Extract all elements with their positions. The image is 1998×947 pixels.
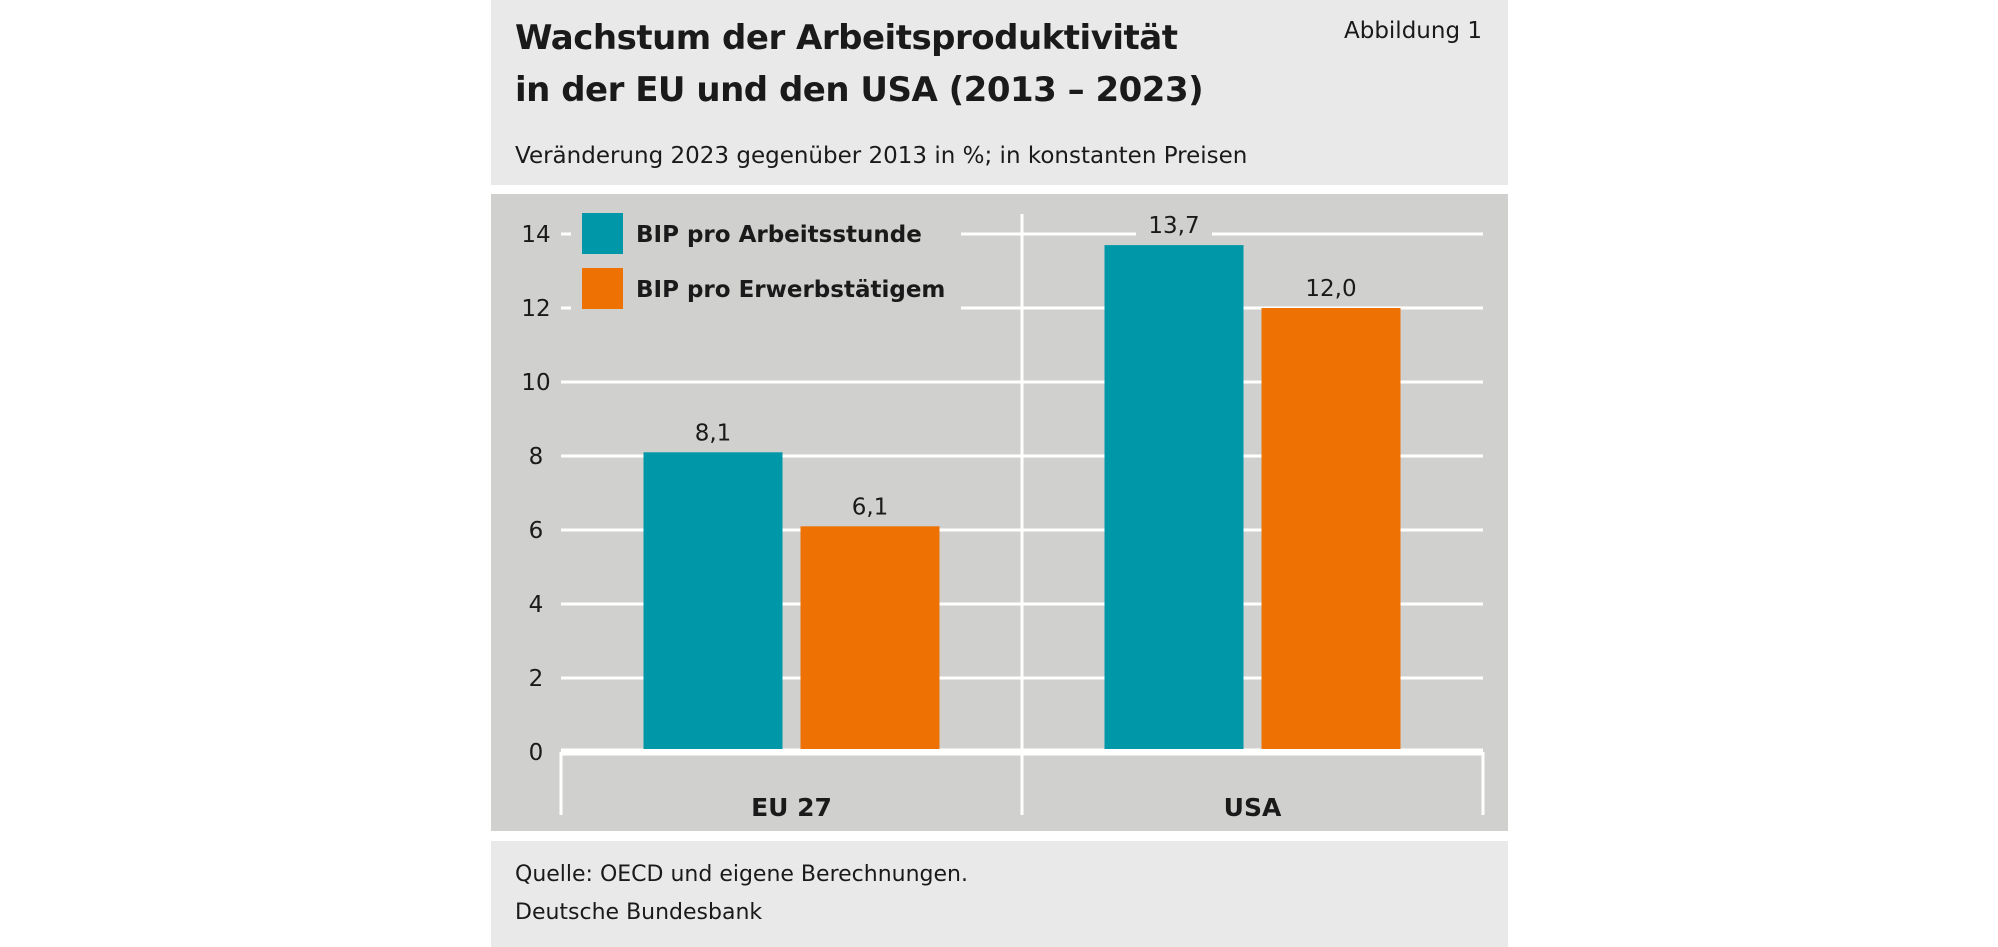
y-tick-label: 12 — [521, 296, 550, 322]
value-label: 6,1 — [852, 494, 889, 520]
chart-title-line-2: in der EU und den USA (2013 – 2023) — [515, 70, 1204, 110]
value-label: 12,0 — [1305, 276, 1356, 302]
y-tick-label: 0 — [529, 740, 544, 766]
chart-subtitle: Veränderung 2023 gegenüber 2013 in %; in… — [515, 143, 1248, 169]
bar-USA-1 — [1261, 308, 1401, 749]
category-label: EU 27 — [751, 793, 832, 822]
value-label-mask — [675, 418, 751, 449]
legend-swatch-0 — [582, 213, 623, 254]
bar-EU27-1 — [800, 526, 940, 749]
y-tick-label: 14 — [521, 222, 550, 248]
y-tick-label: 4 — [529, 592, 544, 618]
value-label-mask — [1136, 211, 1212, 242]
bar-USA-0 — [1104, 245, 1244, 749]
chart-footer: Quelle: OECD und eigene Berechnungen. De… — [491, 841, 1508, 947]
legend-label-0: BIP pro Arbeitsstunde — [636, 222, 922, 248]
chart-title-line-1: Wachstum der Arbeitsproduktivität — [515, 18, 1178, 58]
publisher-note: Deutsche Bundesbank — [515, 900, 763, 925]
legend-background — [571, 208, 961, 318]
value-label-mask — [1293, 274, 1369, 304]
chart-header: Wachstum der Arbeitsproduktivität in der… — [491, 0, 1508, 185]
bar-chart: 0 2 4 6 8 10 12 14 8,1 6,1 EU 27 13,7 12,0 USA BIP pro… — [521, 208, 1485, 822]
y-tick-label: 10 — [521, 370, 550, 396]
bar-EU27-0 — [643, 452, 783, 749]
value-label-mask — [832, 492, 908, 523]
figure-label: Abbildung 1 — [1343, 18, 1482, 44]
legend-label-1: BIP pro Erwerbstätigem — [636, 277, 945, 303]
category-label: USA — [1224, 793, 1282, 822]
y-tick-label: 8 — [529, 444, 544, 470]
source-note: Quelle: OECD und eigene Berechnungen. — [515, 862, 968, 887]
plot-area: 0 2 4 6 8 10 12 14 8,1 6,1 EU 27 13,7 12,0 USA BIP pro… — [491, 194, 1508, 831]
legend-swatch-1 — [582, 268, 623, 309]
y-tick-label: 2 — [529, 666, 544, 692]
value-label: 8,1 — [695, 420, 732, 446]
y-tick-label: 6 — [529, 518, 544, 544]
value-label: 13,7 — [1148, 213, 1199, 239]
